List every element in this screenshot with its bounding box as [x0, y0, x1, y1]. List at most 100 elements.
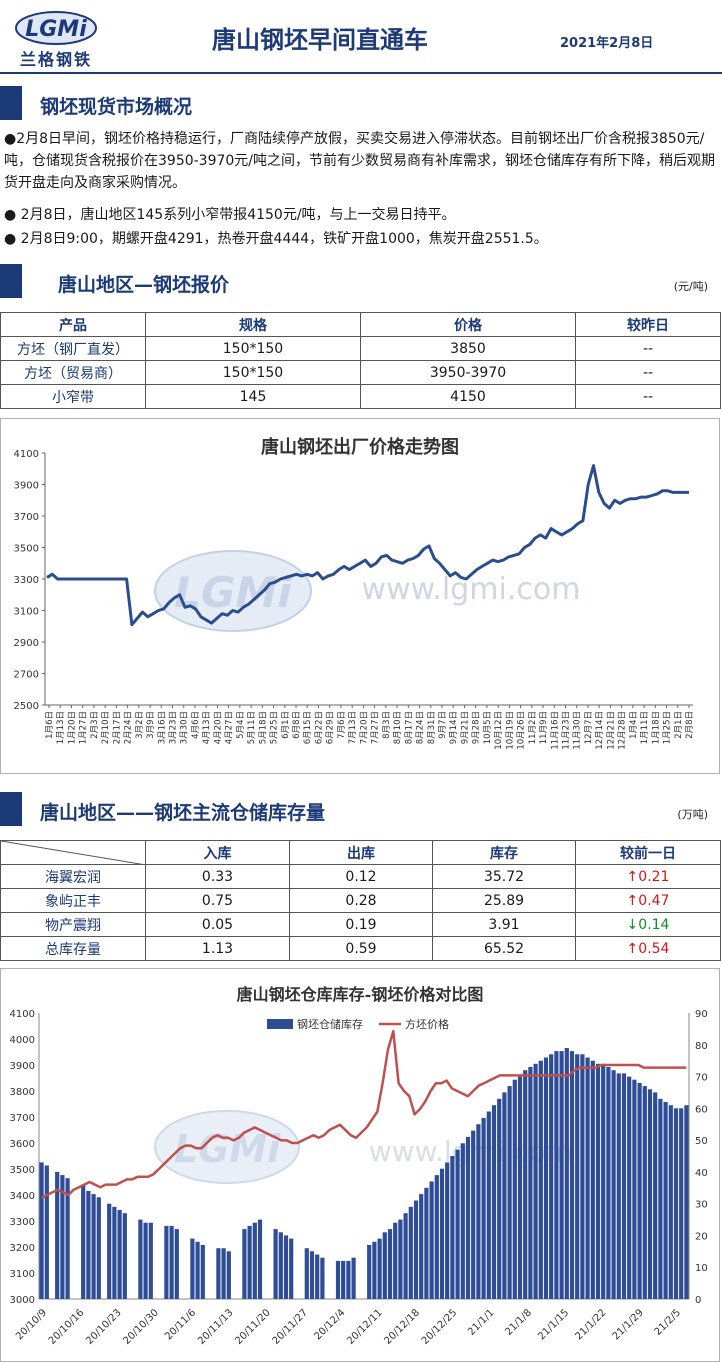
product-price: 3850 — [360, 336, 576, 361]
inventory-bar — [216, 1248, 221, 1299]
inventory-bar — [143, 1222, 148, 1299]
inventory-bar — [595, 1063, 601, 1299]
y-tick-label: 2700 — [14, 670, 39, 681]
inventory-bar — [278, 1232, 283, 1299]
x-tick-label: 20/10/30 — [121, 1307, 161, 1347]
inventory-bar — [44, 1165, 49, 1299]
legend-item-inventory: 钢坯仓储库存 — [297, 1017, 363, 1031]
inventory-heading: 唐山地区——钢坯主流仓储库存量 (万吨) — [0, 792, 722, 826]
right-y-tick-label: 60 — [695, 1104, 708, 1115]
x-tick-label: 20/10/23 — [84, 1307, 124, 1347]
product-change: -- — [575, 360, 721, 385]
header-spec: 规格 — [145, 312, 361, 337]
section-marker — [0, 264, 22, 298]
inventory-bar — [424, 1187, 429, 1299]
stock-out: 0.12 — [289, 864, 433, 889]
stock-total: 35.72 — [432, 864, 576, 889]
inventory-bar — [679, 1108, 684, 1299]
y-tick-label: 3700 — [14, 512, 39, 523]
inventory-bar — [289, 1238, 294, 1299]
header-out: 出库 — [289, 840, 433, 865]
inventory-bar — [413, 1200, 419, 1299]
watermark-logo-icon — [154, 550, 312, 632]
x-tick-label: 8月24日 — [416, 711, 426, 744]
right-y-tick-label: 90 — [695, 1009, 708, 1020]
inventory-bar — [200, 1245, 205, 1299]
x-tick-label: 6月29日 — [326, 711, 336, 744]
product-spec: 150*150 — [145, 336, 361, 361]
price-series-line — [41, 1029, 687, 1199]
inventory-bar — [419, 1194, 424, 1299]
inventory-bar — [476, 1124, 481, 1299]
y-tick-label: 3300 — [14, 575, 39, 586]
left-y-tick-label: 3200 — [10, 1243, 35, 1254]
x-tick-label: 20/11/27 — [271, 1307, 311, 1347]
y-tick-label: 2500 — [14, 701, 39, 712]
left-y-tick-label: 3700 — [10, 1113, 35, 1124]
price-heading: 唐山地区—钢坯报价 (元/吨) — [0, 264, 722, 298]
overview-paragraph-1: ●2月8日早间，钢坯价格持稳运行，厂商陆续停产放假，买卖交易进入停滞状态。目前钢… — [4, 131, 716, 191]
x-tick-label: 1月4日 — [629, 711, 639, 739]
left-y-tick-label: 3800 — [10, 1087, 35, 1098]
overview-paragraph-2: ● 2月8日，唐山地区145系列小窄带报4150元/吨，与上一交易日持平。 — [4, 207, 456, 223]
x-tick-label: 2月8日 — [685, 711, 695, 739]
inventory-bar — [559, 1051, 564, 1299]
left-y-tick-label: 4100 — [10, 1009, 35, 1020]
x-tick-label: 8月17日 — [404, 711, 414, 744]
legend-bar-swatch — [267, 1019, 293, 1029]
y-tick-label: 4100 — [14, 449, 39, 460]
inventory-bar — [647, 1089, 653, 1299]
product-spec: 150*150 — [145, 360, 361, 385]
right-y-tick-label: 40 — [695, 1168, 708, 1179]
overview-title: 钢坯现货市场概况 — [40, 96, 193, 118]
inventory-bar — [684, 1105, 689, 1299]
x-tick-label: 21/1/29 — [611, 1307, 646, 1342]
inventory-bar — [252, 1222, 257, 1299]
inventory-title: 唐山地区——钢坯主流仓储库存量 — [40, 802, 326, 824]
section-marker — [0, 86, 22, 120]
product-name: 方坯（钢厂直发） — [0, 336, 146, 361]
inventory-bar — [512, 1079, 517, 1299]
x-tick-label: 3月9日 — [146, 711, 156, 739]
stock-out: 0.28 — [289, 888, 433, 913]
x-tick-label: 20/11/13 — [196, 1307, 236, 1347]
inventory-bar — [491, 1105, 497, 1299]
stock-change: ↑0.54 — [575, 936, 721, 961]
inventory-bar — [372, 1241, 377, 1299]
x-tick-label: 12月28日 — [618, 711, 628, 750]
inventory-bar — [309, 1251, 315, 1299]
x-tick-label: 7月20日 — [359, 711, 369, 744]
x-tick-label: 9月21日 — [460, 711, 470, 744]
x-tick-label: 4月20日 — [213, 711, 223, 744]
price-title: 唐山地区—钢坯报价 — [58, 274, 230, 296]
overview-paragraph-3: ● 2月8日9:00，期螺开盘4291，热卷开盘4444，铁矿开盘1000，焦炭… — [4, 231, 548, 247]
inventory-bar — [533, 1063, 538, 1299]
table-row: 方坯（钢厂直发） 150*150 3850 -- — [0, 336, 721, 361]
left-y-tick-label: 4000 — [10, 1035, 35, 1046]
x-tick-label: 5月11日 — [247, 711, 257, 744]
x-tick-label: 2月1日 — [674, 711, 684, 739]
inventory-bar — [55, 1171, 60, 1299]
inventory-bar — [673, 1108, 679, 1299]
legend-item-price: 方坯价格 — [405, 1017, 449, 1031]
product-spec: 145 — [145, 384, 361, 409]
inventory-bar — [637, 1082, 642, 1299]
x-tick-label: 8月10日 — [393, 711, 403, 744]
inventory-bar — [653, 1092, 658, 1299]
x-tick-label: 21/1/15 — [536, 1307, 571, 1342]
inventory-bar — [580, 1054, 585, 1299]
inventory-bar — [315, 1254, 320, 1299]
inventory-bar — [112, 1206, 117, 1299]
left-y-tick-label: 3300 — [10, 1217, 35, 1228]
x-tick-label: 3月16日 — [157, 711, 167, 744]
right-y-tick-label: 0 — [695, 1295, 701, 1306]
inventory-bar — [367, 1245, 372, 1299]
x-tick-label: 5月18日 — [258, 711, 268, 744]
inventory-bar — [611, 1070, 616, 1299]
inventory-bar — [91, 1194, 96, 1299]
x-tick-label: 11月30日 — [573, 711, 583, 750]
x-tick-label: 1月13日 — [56, 711, 66, 744]
overview-heading: 钢坯现货市场概况 — [0, 86, 722, 120]
inventory-bar — [481, 1117, 486, 1299]
inventory-bar — [257, 1219, 263, 1299]
